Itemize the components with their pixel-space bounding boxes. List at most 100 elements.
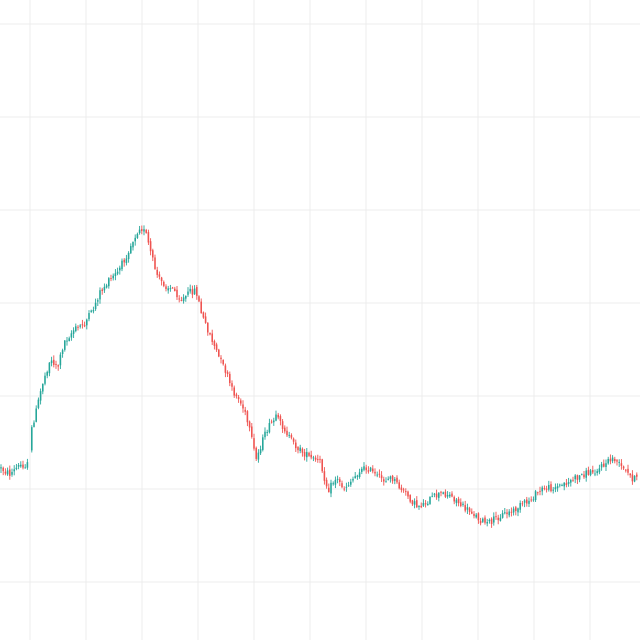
candle-body <box>72 330 75 334</box>
candle-body <box>204 316 207 323</box>
candle-body <box>523 500 526 503</box>
candle-body <box>530 499 532 501</box>
candle-body <box>449 494 451 497</box>
candle <box>268 418 271 434</box>
candle-body <box>182 297 185 302</box>
candle <box>453 495 455 505</box>
candle-body <box>189 288 191 292</box>
candle <box>471 508 473 515</box>
candle <box>136 232 139 239</box>
candle-body <box>506 512 508 515</box>
candle <box>37 397 40 410</box>
candle <box>50 356 53 367</box>
candle <box>460 498 462 508</box>
candle <box>112 273 114 281</box>
candle <box>559 483 561 488</box>
candle <box>541 485 543 496</box>
candle-body <box>391 475 394 482</box>
candle-body <box>631 474 634 482</box>
candle <box>103 283 106 293</box>
candle-body <box>433 493 436 495</box>
candle-body <box>332 483 334 485</box>
candle <box>400 484 403 493</box>
candle <box>537 491 539 496</box>
candle <box>193 285 196 295</box>
candle-body <box>519 503 521 510</box>
candle <box>191 285 194 299</box>
candle-body <box>488 519 491 522</box>
candle <box>464 500 466 513</box>
candle-body <box>112 275 114 279</box>
candle-body <box>548 485 550 490</box>
candle-body <box>611 457 614 462</box>
candle-body <box>37 399 40 408</box>
candle-body <box>614 458 616 462</box>
candle-body <box>66 340 68 342</box>
candle <box>277 412 279 420</box>
candle-body <box>376 474 378 476</box>
candle <box>477 512 480 524</box>
candle-body <box>334 479 337 485</box>
candle-body <box>297 447 299 451</box>
candle-body <box>229 373 231 384</box>
candle <box>24 464 26 469</box>
candle-body <box>413 501 416 505</box>
candle-body <box>365 467 367 471</box>
candle <box>233 385 235 398</box>
candle <box>266 429 268 437</box>
candle-body <box>141 229 143 231</box>
candle <box>345 482 348 492</box>
candle <box>504 507 506 515</box>
candle-body <box>387 478 389 480</box>
candle-body <box>616 460 618 462</box>
candle-body <box>121 260 123 270</box>
candle-body <box>528 500 530 504</box>
candle <box>319 455 321 464</box>
candle <box>295 439 297 452</box>
candle-body <box>198 296 200 302</box>
candle <box>119 265 121 275</box>
candle <box>572 476 574 482</box>
candle-body <box>50 360 53 364</box>
candle-body <box>482 518 484 522</box>
candle-body <box>372 468 374 472</box>
candle <box>211 329 213 345</box>
candle <box>565 478 568 488</box>
candle <box>433 492 436 498</box>
candle <box>59 352 62 370</box>
candle-body <box>187 291 189 295</box>
candle <box>251 423 253 439</box>
candle <box>66 337 68 346</box>
candle-body <box>400 487 403 491</box>
candle-body <box>246 411 249 423</box>
candle <box>622 465 625 470</box>
candle-body <box>114 273 117 276</box>
candle <box>543 485 546 491</box>
candle-body <box>570 480 572 483</box>
candle <box>334 476 337 489</box>
candle-body <box>105 285 108 288</box>
candle-body <box>9 469 11 476</box>
candle-body <box>134 237 136 242</box>
candle <box>72 327 75 339</box>
candle <box>539 486 541 496</box>
candle <box>446 491 449 499</box>
candle <box>484 515 486 525</box>
candle <box>189 284 191 294</box>
candle <box>486 518 488 527</box>
candle-body <box>123 259 125 263</box>
candle <box>257 449 260 463</box>
candle <box>554 483 557 493</box>
candle-body <box>369 467 372 471</box>
candle-body <box>429 496 431 504</box>
candle-body <box>156 269 158 275</box>
candle <box>57 364 59 371</box>
candle <box>15 463 18 471</box>
candle <box>178 295 180 303</box>
candle-body <box>288 434 290 436</box>
candle-body <box>138 229 141 234</box>
candle-body <box>251 426 253 437</box>
candle <box>468 506 471 515</box>
